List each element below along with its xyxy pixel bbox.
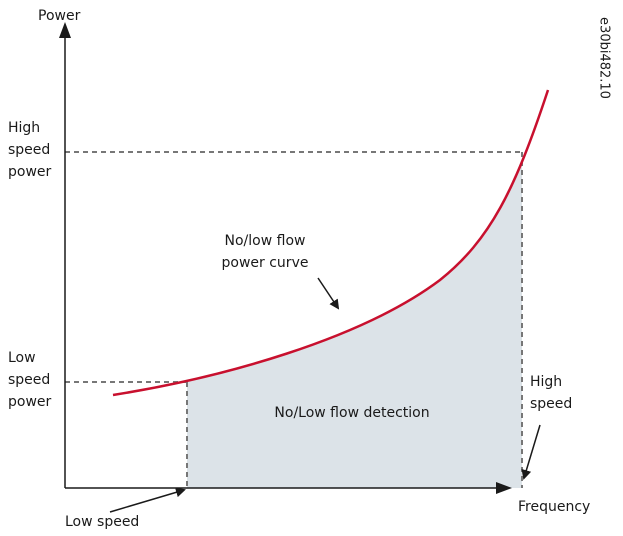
high-speed-power-label: power bbox=[8, 164, 52, 180]
low-speed-power-label: Low bbox=[8, 350, 36, 366]
pointer-arrows bbox=[109, 277, 541, 513]
region-label: No/Low flow detection bbox=[274, 405, 429, 421]
x-axis-label: Frequency bbox=[518, 499, 590, 515]
low-speed-power-label: speed bbox=[8, 372, 50, 388]
low-speed-power-label: power bbox=[8, 394, 52, 410]
curve-label: No/low flow bbox=[225, 233, 306, 249]
curve-label: power curve bbox=[222, 255, 309, 271]
figure-id: e30bi482.10 bbox=[597, 17, 612, 99]
low-speed-label: Low speed bbox=[65, 514, 139, 530]
y-axis-arrow bbox=[59, 22, 71, 38]
high-speed-label: speed bbox=[530, 396, 572, 412]
high-speed-power-label: speed bbox=[8, 142, 50, 158]
detection-region bbox=[187, 161, 522, 488]
x-axis-arrow bbox=[496, 482, 512, 494]
axes bbox=[64, 34, 500, 489]
power-curve bbox=[112, 89, 550, 397]
guide-lines bbox=[65, 151, 523, 488]
high-speed-label: High bbox=[530, 374, 562, 390]
y-axis-label: Power bbox=[38, 8, 81, 24]
high-speed-power-label: High bbox=[8, 120, 40, 136]
